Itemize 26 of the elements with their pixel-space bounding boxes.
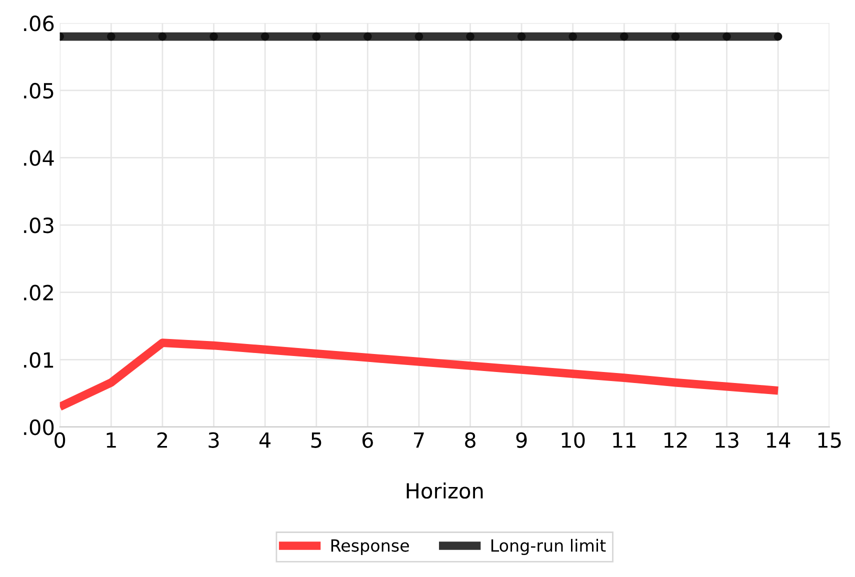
x-tick-label: 7 [414,432,424,448]
x-tick-label: 1 [106,432,116,448]
x-tick-label: 5 [311,432,322,448]
y-tick-label: .04 [24,150,54,166]
y-tick-label: .03 [24,217,54,234]
x-tick-label: 8 [465,432,476,448]
x-tick-label: 13 [716,432,738,448]
y-tick-label: .00 [24,419,54,436]
y-tick-label: .01 [24,352,54,368]
y-tick-label: .05 [24,82,54,99]
x-axis-title: Horizon [406,482,483,499]
x-tick-label: 15 [818,432,841,448]
x-tick-label: 6 [362,432,373,448]
legend-label: Long-run limit [491,538,606,556]
y-tick-label: .06 [24,16,54,32]
x-tick-label: 12 [664,432,687,448]
x-tick-label: 14 [767,432,790,448]
x-tick-label: 3 [208,432,219,448]
x-tick-label: 11 [613,432,636,448]
x-tick-label: 0 [54,432,66,448]
x-tick-label: 2 [157,432,167,448]
x-tick-label: 10 [562,432,585,448]
x-tick-label: 9 [516,432,527,448]
x-tick-label: 4 [259,432,271,448]
y-tick-label: .02 [24,284,53,301]
legend-label: Response [331,539,409,556]
